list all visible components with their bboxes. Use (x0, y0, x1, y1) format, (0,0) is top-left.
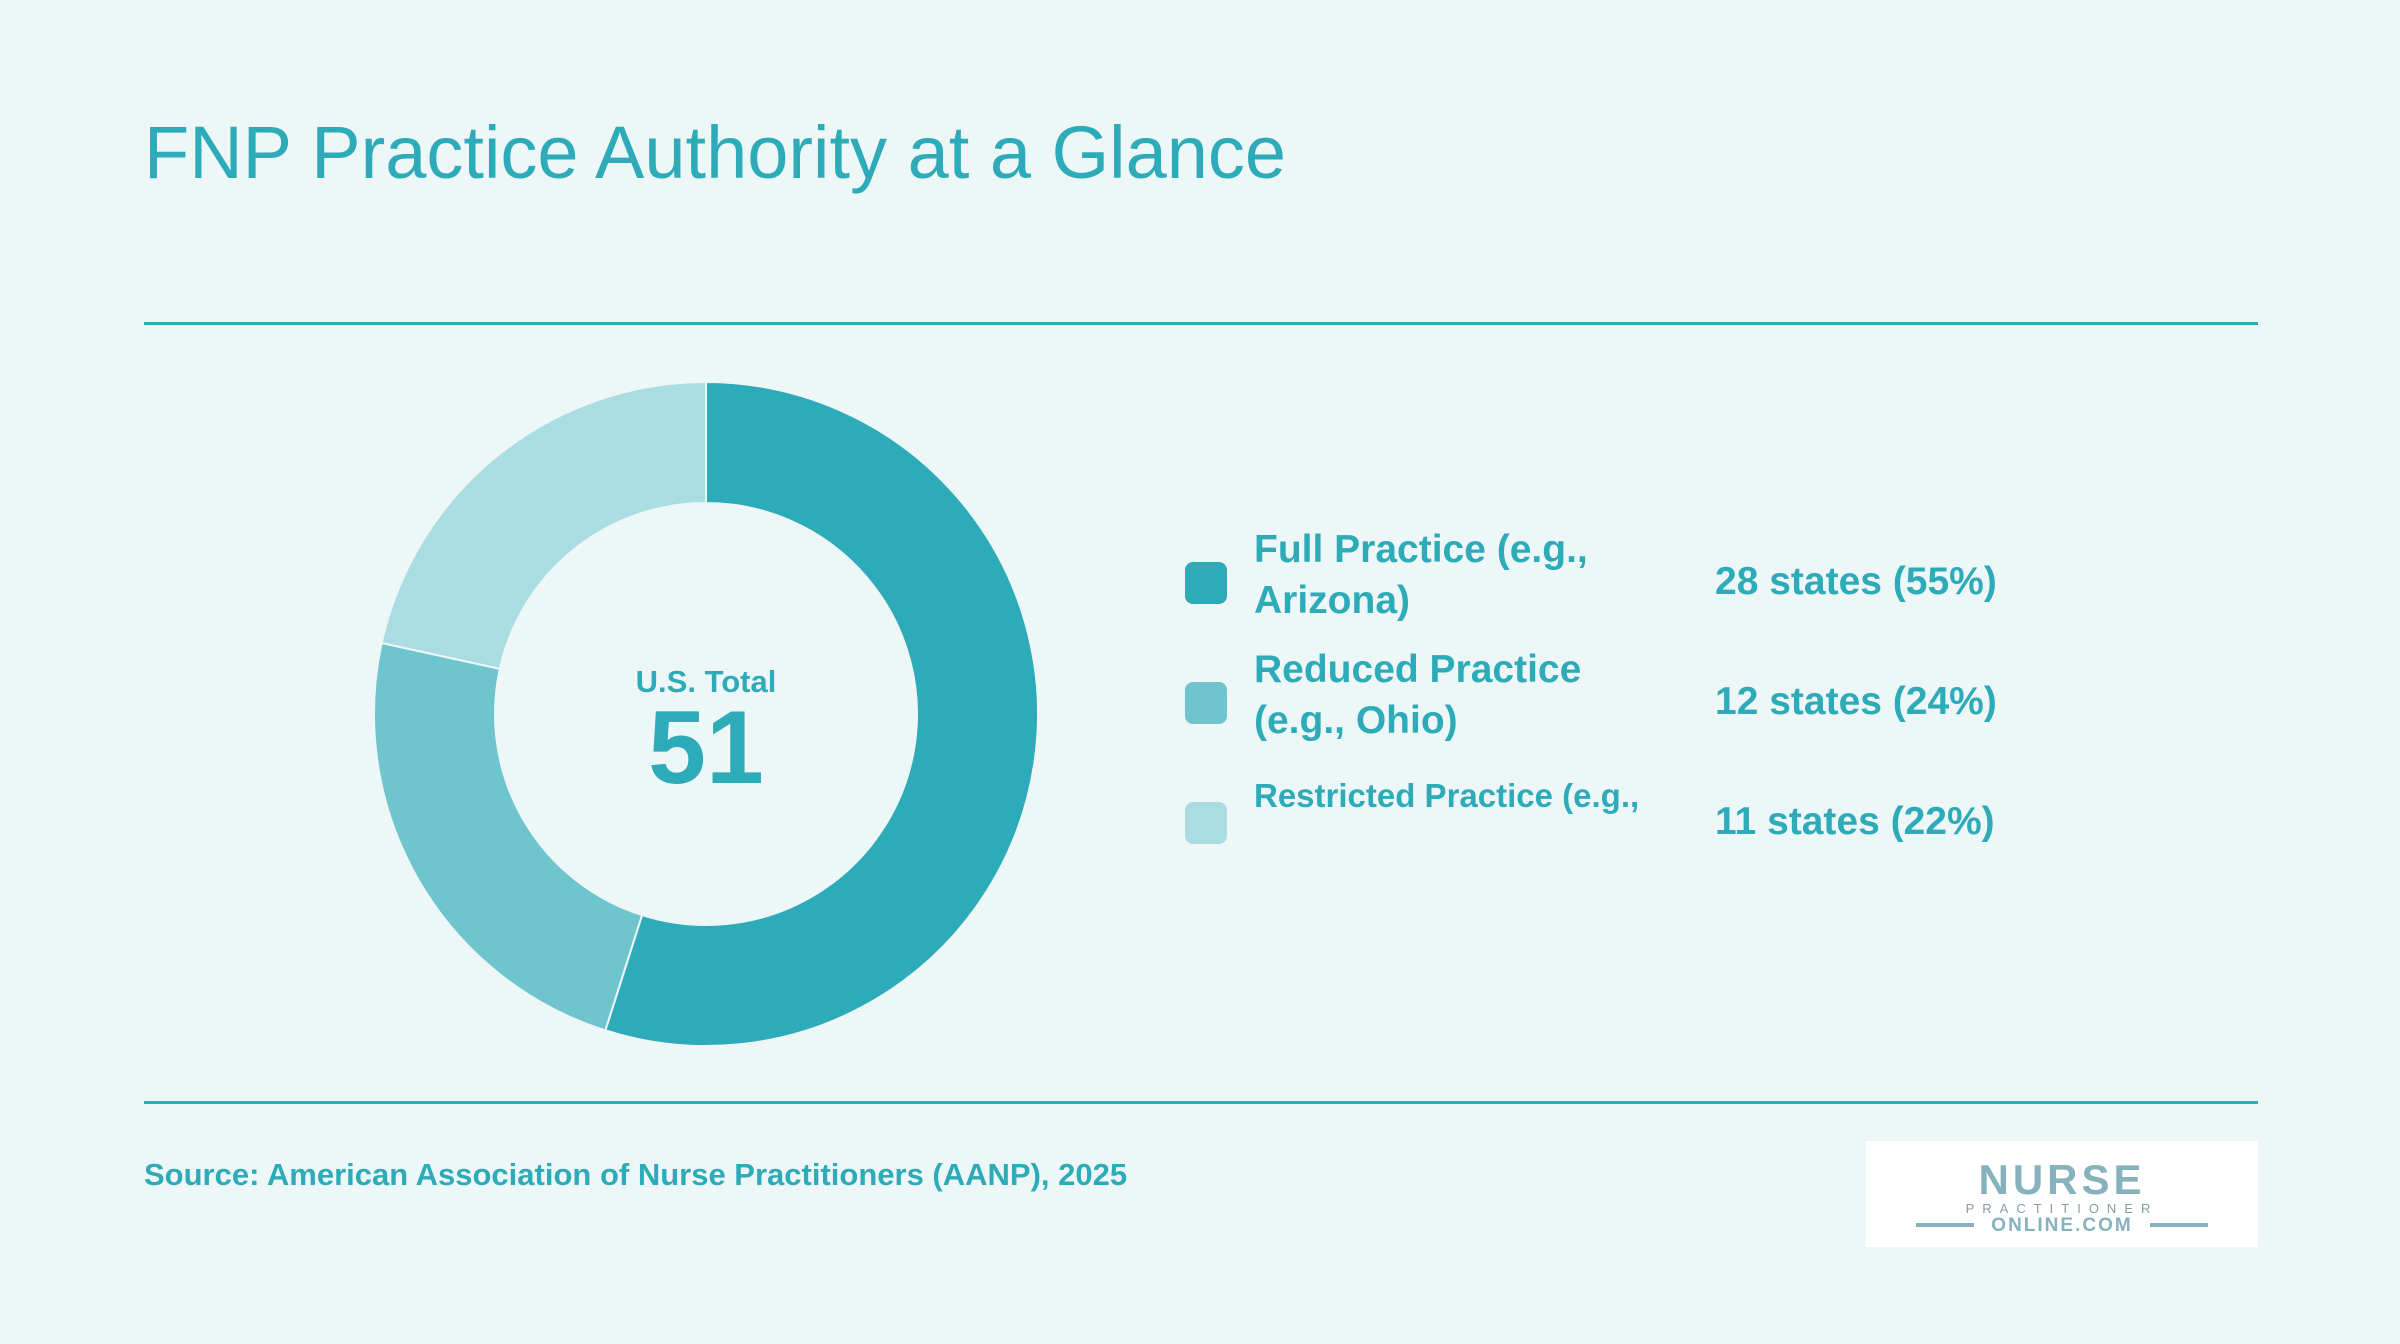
legend-item-full-practice: Full Practice (e.g., Arizona) 28 states … (1185, 524, 2185, 634)
legend-swatch (1185, 682, 1227, 724)
donut-chart: U.S. Total 51 (372, 380, 1040, 1048)
logo-svg: NURSE PRACTITIONER ONLINE.COM (1916, 1156, 2208, 1236)
logo-line-3: ONLINE.COM (1991, 1215, 2132, 1236)
slice-reduced-practice (373, 641, 644, 1032)
legend-value: 12 states (24%) (1715, 680, 1997, 723)
logo-line-1: NURSE (1978, 1156, 2145, 1203)
legend-label: Restricted Practice (e.g., (1254, 777, 1640, 814)
chart-title: FNP Practice Authority at a Glance (144, 111, 1287, 194)
legend-value: 11 states (22%) (1715, 800, 1995, 843)
legend-item-restricted-practice: Restricted Practice (e.g., 11 states (22… (1185, 764, 2185, 874)
legend-item-reduced-practice: Reduced Practice (e.g., Ohio) 12 states … (1185, 644, 2185, 754)
legend-label: Full Practice (e.g., Arizona) (1254, 528, 1588, 622)
center-label: U.S. Total (635, 664, 777, 699)
logo-line-2: PRACTITIONER (1966, 1201, 2159, 1216)
source-note: Source: American Association of Nurse Pr… (144, 1157, 1128, 1192)
bottom-divider (144, 1101, 2258, 1104)
center-total-value: 51 (648, 690, 764, 806)
top-divider (144, 322, 2258, 325)
legend-value: 28 states (55%) (1715, 560, 1997, 603)
legend-swatch (1185, 802, 1227, 844)
slice-full-practice (604, 380, 1039, 1047)
legend-label: Reduced Practice (e.g., Ohio) (1254, 648, 1582, 742)
slice-restricted-practice (380, 380, 707, 671)
legend-swatch (1185, 562, 1227, 604)
donut-svg (373, 380, 1039, 1047)
nurse-practitioner-online-logo: NURSE PRACTITIONER ONLINE.COM (1866, 1141, 2258, 1247)
